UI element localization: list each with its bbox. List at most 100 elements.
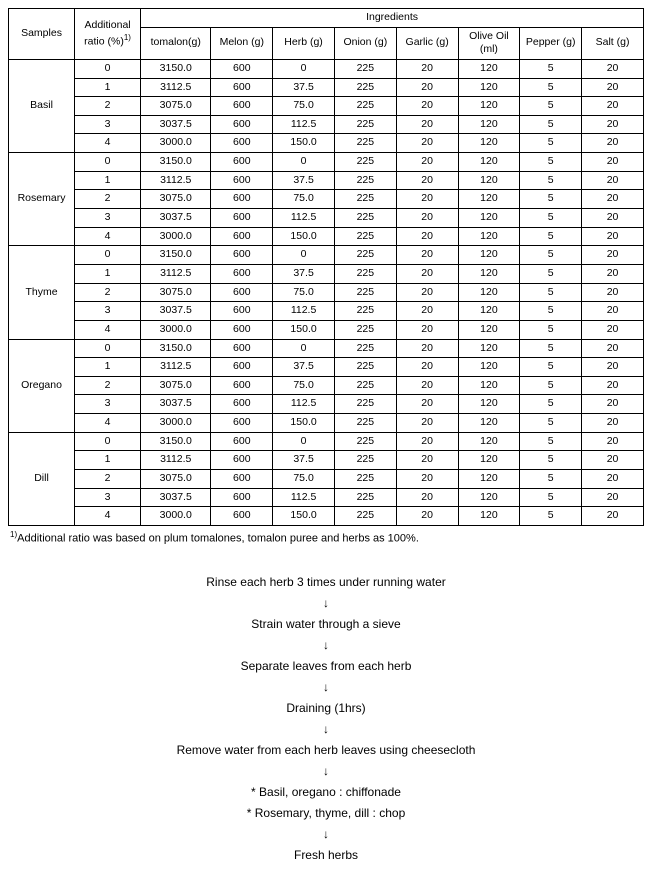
cell: 3037.5 [141, 488, 211, 507]
cell: 20 [396, 432, 458, 451]
cell: 225 [334, 209, 396, 228]
cell: 112.5 [273, 488, 335, 507]
flow-arrow: ↓ [8, 636, 644, 654]
cell: 600 [211, 358, 273, 377]
header-ingredient-col: Pepper (g) [520, 27, 582, 59]
cell: 600 [211, 264, 273, 283]
cell: 5 [520, 376, 582, 395]
table-row: 13112.560037.522520120520 [9, 358, 644, 377]
cell: 3075.0 [141, 470, 211, 489]
cell: 3112.5 [141, 451, 211, 470]
cell: 120 [458, 376, 520, 395]
cell: 20 [582, 376, 644, 395]
cell: 225 [334, 59, 396, 78]
cell: 3112.5 [141, 171, 211, 190]
cell: 2 [75, 470, 141, 489]
flow-arrow: ↓ [8, 720, 644, 738]
header-ingredients: Ingredients [141, 9, 644, 28]
cell: 120 [458, 264, 520, 283]
cell: 225 [334, 153, 396, 172]
cell: 0 [75, 432, 141, 451]
cell: 20 [396, 507, 458, 526]
cell: 120 [458, 171, 520, 190]
cell: 20 [396, 190, 458, 209]
cell: 75.0 [273, 97, 335, 116]
table-row: 43000.0600150.022520120520 [9, 414, 644, 433]
cell: 20 [396, 209, 458, 228]
cell: 600 [211, 283, 273, 302]
cell: 20 [582, 432, 644, 451]
cell: 112.5 [273, 115, 335, 134]
cell: 5 [520, 507, 582, 526]
cell: 75.0 [273, 190, 335, 209]
cell: 3 [75, 209, 141, 228]
table-row: 13112.560037.522520120520 [9, 78, 644, 97]
cell: 1 [75, 264, 141, 283]
cell: 600 [211, 190, 273, 209]
cell: 0 [273, 59, 335, 78]
cell: 120 [458, 320, 520, 339]
cell: 0 [75, 339, 141, 358]
cell: 20 [396, 115, 458, 134]
sample-name: Rosemary [9, 153, 75, 246]
cell: 20 [396, 283, 458, 302]
cell: 600 [211, 432, 273, 451]
cell: 4 [75, 134, 141, 153]
cell: 112.5 [273, 395, 335, 414]
cell: 225 [334, 264, 396, 283]
table-row: 23075.060075.022520120520 [9, 190, 644, 209]
cell: 20 [396, 339, 458, 358]
cell: 20 [396, 358, 458, 377]
cell: 5 [520, 414, 582, 433]
cell: 5 [520, 302, 582, 321]
cell: 225 [334, 451, 396, 470]
sample-name: Basil [9, 59, 75, 152]
cell: 20 [582, 395, 644, 414]
cell: 5 [520, 264, 582, 283]
cell: 20 [582, 283, 644, 302]
cell: 225 [334, 97, 396, 116]
cell: 20 [582, 320, 644, 339]
cell: 0 [273, 432, 335, 451]
table-row: 33037.5600112.522520120520 [9, 209, 644, 228]
cell: 20 [582, 488, 644, 507]
table-row: 13112.560037.522520120520 [9, 264, 644, 283]
cell: 3112.5 [141, 358, 211, 377]
cell: 120 [458, 414, 520, 433]
cell: 600 [211, 339, 273, 358]
cell: 225 [334, 376, 396, 395]
cell: 20 [396, 246, 458, 265]
cell: 120 [458, 470, 520, 489]
cell: 3 [75, 115, 141, 134]
table-row: 23075.060075.022520120520 [9, 470, 644, 489]
cell: 225 [334, 339, 396, 358]
sample-name: Oregano [9, 339, 75, 432]
table-row: 43000.0600150.022520120520 [9, 227, 644, 246]
cell: 120 [458, 209, 520, 228]
table-row: 23075.060075.022520120520 [9, 97, 644, 116]
cell: 5 [520, 451, 582, 470]
cell: 20 [396, 395, 458, 414]
cell: 4 [75, 507, 141, 526]
table-row: Oregano03150.0600022520120520 [9, 339, 644, 358]
cell: 5 [520, 209, 582, 228]
flow-step: Draining (1hrs) [8, 699, 644, 717]
cell: 20 [396, 488, 458, 507]
cell: 225 [334, 190, 396, 209]
flow-arrow: ↓ [8, 594, 644, 612]
cell: 3000.0 [141, 320, 211, 339]
cell: 5 [520, 153, 582, 172]
header-samples: Samples [9, 9, 75, 60]
cell: 20 [582, 78, 644, 97]
cell: 20 [582, 507, 644, 526]
header-ingredient-col: Melon (g) [211, 27, 273, 59]
table-row: 13112.560037.522520120520 [9, 171, 644, 190]
flow-step: Remove water from each herb leaves using… [8, 741, 644, 759]
flow-step: Separate leaves from each herb [8, 657, 644, 675]
cell: 37.5 [273, 451, 335, 470]
table-row: 43000.0600150.022520120520 [9, 134, 644, 153]
cell: 20 [396, 470, 458, 489]
table-row: Basil03150.0600022520120520 [9, 59, 644, 78]
flow-arrow: ↓ [8, 678, 644, 696]
cell: 0 [273, 339, 335, 358]
